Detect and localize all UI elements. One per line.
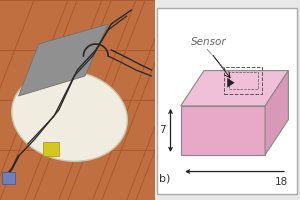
Text: 7: 7: [159, 125, 166, 135]
Bar: [229, 72, 258, 89]
Text: Sensor: Sensor: [191, 37, 226, 47]
Bar: [2, 172, 16, 184]
Bar: [43, 142, 59, 156]
Polygon shape: [227, 78, 235, 88]
Polygon shape: [265, 71, 288, 155]
Polygon shape: [181, 71, 288, 106]
Text: 18: 18: [274, 177, 288, 187]
Ellipse shape: [12, 71, 127, 161]
Bar: [181, 106, 265, 155]
Text: b): b): [159, 173, 170, 183]
Polygon shape: [19, 24, 108, 96]
Bar: [224, 67, 262, 94]
